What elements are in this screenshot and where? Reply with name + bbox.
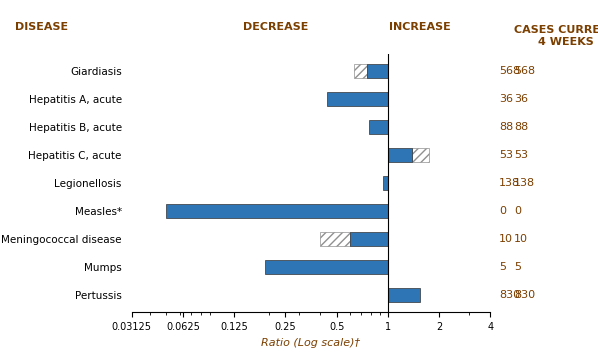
Text: 830: 830 [514,290,535,300]
Text: 0: 0 [514,206,521,216]
Bar [265,260,388,274]
Text: 830: 830 [499,290,520,300]
Text: 10: 10 [499,234,513,244]
Text: 88: 88 [499,122,513,132]
Text: 10: 10 [514,234,528,244]
Text: 53: 53 [514,150,528,160]
Bar [166,204,388,218]
Bar [367,64,388,78]
Text: 568: 568 [514,66,535,76]
Text: DECREASE: DECREASE [243,22,309,32]
Text: CASES CURRENT
4 WEEKS: CASES CURRENT 4 WEEKS [514,25,598,47]
X-axis label: Ratio (Log scale)†: Ratio (Log scale)† [261,337,361,348]
Text: INCREASE: INCREASE [389,22,451,32]
Text: 5: 5 [499,262,506,272]
Bar [368,120,388,134]
Text: 0: 0 [499,206,506,216]
Text: 5: 5 [514,262,521,272]
Text: 88: 88 [514,122,529,132]
Text: 138: 138 [499,178,520,188]
Bar [388,288,420,303]
Bar [350,232,388,246]
Text: 568: 568 [499,66,520,76]
Bar [320,232,350,246]
Bar [353,64,367,78]
Bar [388,148,411,162]
Bar [383,176,388,190]
Bar [327,92,388,106]
Bar [411,148,429,162]
Text: 53: 53 [499,150,513,160]
Text: DISEASE: DISEASE [16,22,68,32]
Text: 36: 36 [499,94,513,104]
Text: 36: 36 [514,94,528,104]
Text: 138: 138 [514,178,535,188]
